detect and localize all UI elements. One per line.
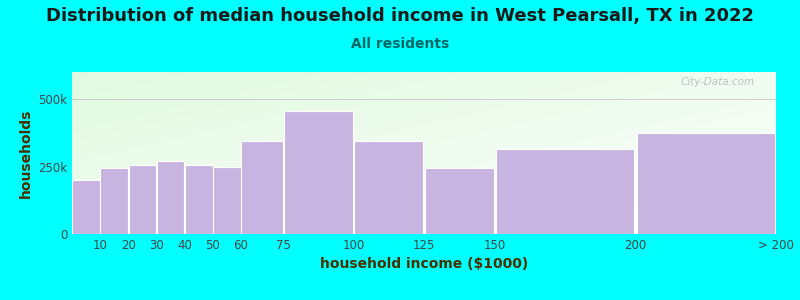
Bar — [157, 161, 184, 234]
Bar — [425, 168, 494, 234]
Bar — [213, 167, 241, 234]
Y-axis label: households: households — [18, 108, 33, 198]
Bar — [637, 133, 774, 234]
Bar — [129, 165, 156, 234]
Bar — [185, 165, 213, 234]
Bar — [242, 141, 282, 234]
Text: Distribution of median household income in West Pearsall, TX in 2022: Distribution of median household income … — [46, 8, 754, 26]
Bar — [284, 111, 353, 234]
Text: All residents: All residents — [351, 38, 449, 52]
X-axis label: household income ($1000): household income ($1000) — [320, 257, 528, 272]
Bar — [354, 141, 423, 234]
Bar — [496, 149, 634, 234]
Text: City-Data.com: City-Data.com — [681, 77, 755, 87]
Bar — [101, 168, 128, 234]
Bar — [72, 180, 100, 234]
